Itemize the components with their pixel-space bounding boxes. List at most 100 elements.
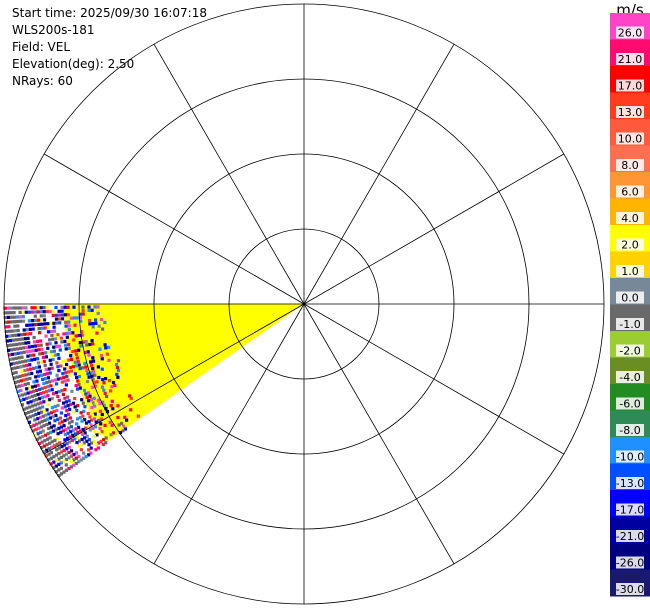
velocity-gate xyxy=(10,367,14,371)
velocity-gate xyxy=(59,430,63,434)
velocity-gate xyxy=(42,409,46,413)
velocity-gate xyxy=(59,425,63,429)
velocity-gate xyxy=(91,342,95,346)
velocity-gate xyxy=(88,428,92,432)
velocity-gate xyxy=(3,311,7,315)
velocity-gate xyxy=(42,360,46,364)
velocity-gate xyxy=(63,419,67,423)
velocity-gate xyxy=(23,392,27,396)
velocity-gate xyxy=(89,441,94,445)
velocity-gate xyxy=(63,367,67,371)
velocity-gate xyxy=(49,425,53,429)
velocity-gate xyxy=(61,429,65,433)
velocity-gate xyxy=(11,357,15,361)
velocity-gate xyxy=(42,314,46,318)
velocity-gate xyxy=(40,322,44,326)
velocity-gate xyxy=(63,339,67,343)
velocity-gate xyxy=(30,358,34,362)
velocity-gate xyxy=(40,326,44,330)
velocity-gate xyxy=(40,386,44,391)
velocity-gate xyxy=(31,414,35,418)
velocity-gate xyxy=(77,444,81,448)
colorbar-label-bg xyxy=(616,132,644,145)
velocity-gate xyxy=(107,379,112,383)
velocity-gate xyxy=(57,398,61,402)
velocity-gate xyxy=(50,366,54,370)
velocity-gate xyxy=(39,410,43,414)
velocity-gate xyxy=(40,420,44,424)
velocity-gate xyxy=(21,310,25,314)
velocity-gate xyxy=(50,354,54,358)
velocity-gate xyxy=(42,306,46,310)
velocity-gate xyxy=(60,406,64,410)
velocity-gate xyxy=(25,387,29,391)
velocity-gate xyxy=(110,399,114,403)
velocity-gate xyxy=(31,429,35,433)
colorbar-label-bg xyxy=(616,424,644,436)
velocity-gate xyxy=(102,403,106,407)
velocity-gate xyxy=(107,332,111,337)
velocity-gate xyxy=(54,341,58,345)
velocity-gate xyxy=(85,343,89,347)
velocity-gate xyxy=(32,389,36,393)
velocity-gate xyxy=(8,339,12,343)
velocity-gate xyxy=(74,427,78,431)
velocity-gate xyxy=(18,319,23,323)
velocity-gate xyxy=(84,315,88,319)
velocity-gate xyxy=(32,353,36,357)
velocity-gate xyxy=(51,313,55,317)
velocity-gate xyxy=(45,443,49,447)
velocity-gate xyxy=(12,343,16,347)
velocity-gate xyxy=(101,378,105,382)
velocity-gate xyxy=(99,439,103,443)
velocity-gate xyxy=(86,411,90,416)
velocity-gate xyxy=(48,342,52,346)
velocity-gate xyxy=(123,427,127,431)
velocity-gate xyxy=(74,456,78,460)
velocity-gate xyxy=(36,432,40,436)
velocity-gate xyxy=(58,441,62,445)
velocity-gate xyxy=(16,389,20,393)
velocity-gate xyxy=(17,337,21,342)
velocity-gate xyxy=(83,418,87,422)
velocity-gate xyxy=(81,305,85,309)
velocity-gate xyxy=(24,359,28,363)
velocity-gate xyxy=(24,310,28,314)
colorbar-tick-label: -10.0 xyxy=(616,451,644,464)
colorbar-label-bg xyxy=(616,53,644,65)
velocity-gate xyxy=(50,406,55,410)
velocity-gate xyxy=(16,328,20,333)
velocity-gate xyxy=(34,348,38,352)
velocity-gate xyxy=(52,325,56,329)
velocity-gate xyxy=(47,421,52,425)
velocity-gate xyxy=(44,334,48,338)
velocity-gate xyxy=(37,387,42,391)
velocity-gate xyxy=(55,361,59,365)
velocity-gate xyxy=(47,452,51,456)
velocity-gate xyxy=(116,359,121,363)
velocity-gate xyxy=(90,418,94,422)
velocity-gate xyxy=(18,310,22,314)
velocity-gate xyxy=(75,422,79,426)
velocity-gate xyxy=(74,349,78,353)
velocity-gate xyxy=(14,371,18,375)
velocity-gate xyxy=(44,368,48,372)
velocity-gate xyxy=(26,332,30,336)
velocity-gate xyxy=(85,439,89,443)
colorbar-tick-label: -6.0 xyxy=(619,398,640,411)
velocity-gate xyxy=(91,401,95,405)
velocity-gate xyxy=(87,353,91,357)
velocity-gate xyxy=(54,413,58,418)
colorbar-tick-label: 4.0 xyxy=(621,212,639,225)
velocity-gate xyxy=(30,344,34,349)
velocity-gate xyxy=(91,413,95,418)
velocity-gate xyxy=(107,358,111,362)
velocity-gate xyxy=(55,437,60,441)
velocity-gate xyxy=(53,353,57,357)
velocity-gate xyxy=(12,315,16,319)
nrays-label: NRays: 60 xyxy=(12,74,73,88)
velocity-gate xyxy=(84,340,88,344)
velocity-gate xyxy=(87,391,91,395)
velocity-gate xyxy=(48,380,52,384)
velocity-gate xyxy=(136,414,140,418)
